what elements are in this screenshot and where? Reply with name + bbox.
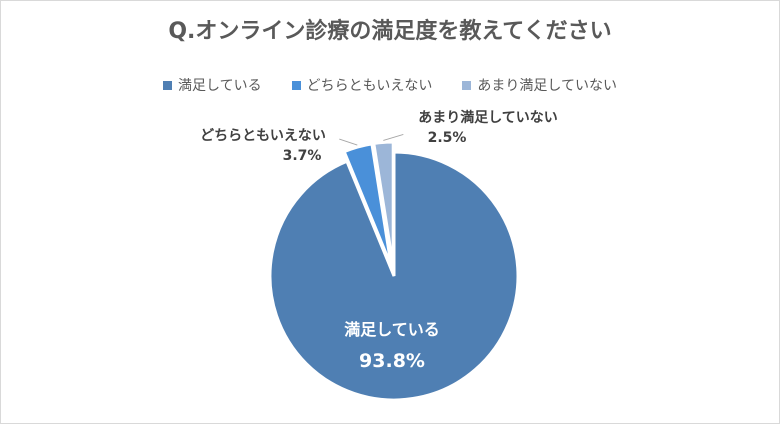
data-label-neutral-value: 3.7%	[283, 148, 322, 164]
data-label-unsatisfied-name: あまり満足していない	[418, 109, 558, 126]
data-label-satisfied-name: 満足している	[344, 320, 440, 339]
data-label-satisfied-value: 93.8%	[359, 350, 425, 372]
pie-slice-unsatisfied	[372, 140, 395, 267]
legend-swatch-unsatisfied	[462, 80, 472, 90]
legend-swatch-neutral	[291, 80, 301, 90]
legend-swatch-satisfied	[163, 80, 173, 90]
legend-label-satisfied: 満足している	[178, 78, 262, 94]
data-label-unsatisfied-value: 2.5%	[428, 130, 467, 146]
pie-slice-satisfied	[268, 150, 520, 402]
legend-item-neutral: どちらともいえない	[291, 75, 433, 95]
chart-title: Q.オンライン診療の満足度を教えてください	[168, 19, 612, 44]
legend-label-unsatisfied: あまり満足していない	[477, 78, 617, 94]
data-label-neutral-name: どちらともいえない	[200, 128, 326, 144]
legend-label-neutral: どちらともいえない	[306, 78, 433, 94]
pie-slice-neutral	[342, 142, 393, 267]
legend-item-satisfied: 満足している	[163, 75, 262, 95]
legend: 満足している どちらともいえない あまり満足していない	[1, 75, 779, 95]
leader-line-unsatisfied	[383, 133, 404, 141]
leader-line-neutral	[339, 138, 358, 146]
legend-item-unsatisfied: あまり満足していない	[462, 75, 617, 95]
